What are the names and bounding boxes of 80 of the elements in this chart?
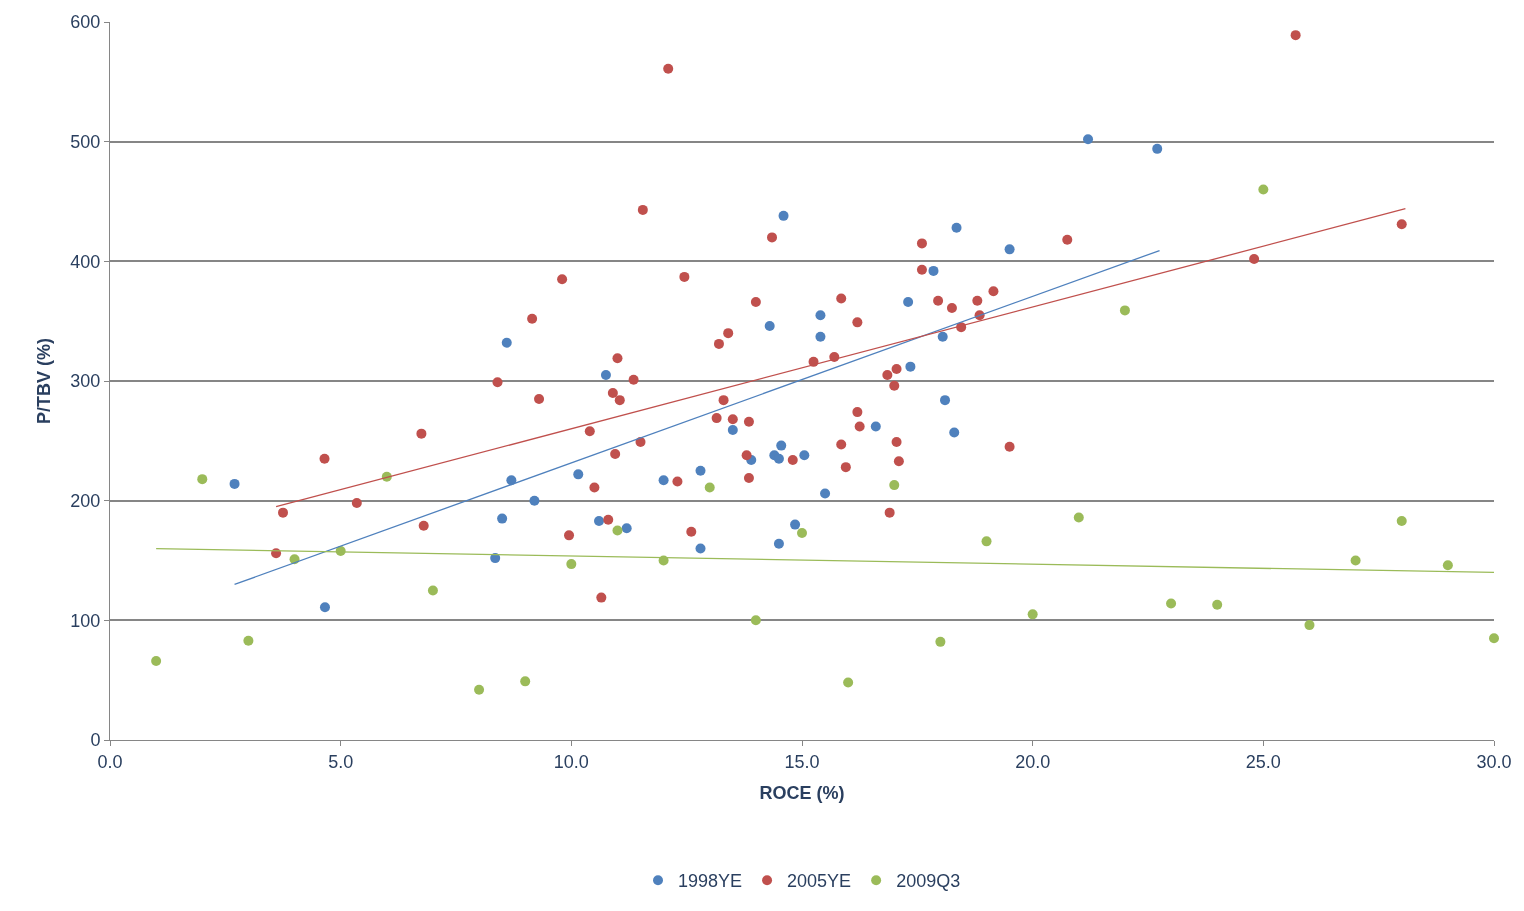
point [594, 516, 605, 527]
point [1396, 516, 1407, 527]
x-axis-title: ROCE (%) [759, 782, 845, 803]
point [501, 337, 512, 348]
point [940, 395, 951, 406]
point [727, 425, 738, 436]
point [799, 450, 810, 461]
point [1083, 134, 1094, 145]
point [903, 297, 914, 308]
point [773, 453, 784, 464]
point [949, 427, 960, 438]
point [905, 361, 916, 372]
point [1073, 512, 1084, 523]
point [1027, 609, 1038, 620]
x-tick-label: 5.0 [328, 751, 354, 772]
y-tick-label: 300 [70, 371, 101, 392]
point [621, 523, 632, 534]
y-tick-label: 600 [70, 12, 101, 33]
point [1152, 143, 1163, 154]
point [1304, 620, 1315, 631]
point [197, 474, 208, 485]
point [843, 677, 854, 688]
point [951, 222, 962, 233]
x-tick-label: 30.0 [1476, 751, 1512, 772]
point [490, 553, 501, 564]
point [1442, 560, 1453, 571]
point [764, 320, 775, 331]
point [529, 495, 540, 506]
point [566, 559, 577, 570]
point [704, 482, 715, 493]
point [870, 421, 881, 432]
point [520, 676, 531, 687]
point [776, 440, 787, 451]
point [243, 635, 254, 646]
point [1004, 244, 1015, 255]
point [319, 602, 330, 613]
point [778, 210, 789, 221]
legend-label: 2005YE [787, 871, 852, 892]
x-tick-label: 0.0 [97, 751, 123, 772]
y-tick-label: 100 [70, 610, 101, 631]
point [1489, 633, 1499, 644]
legend-label: 1998YE [678, 871, 743, 892]
legend-label: 2009Q3 [896, 871, 961, 892]
y-tick-label: 400 [70, 251, 101, 272]
point [937, 331, 948, 342]
point [750, 615, 761, 626]
point [1258, 184, 1269, 195]
point [928, 265, 939, 276]
point [1119, 305, 1130, 316]
point [497, 513, 508, 524]
point [773, 538, 784, 549]
point [815, 310, 826, 321]
point [790, 519, 801, 530]
point [815, 331, 826, 342]
x-tick-label: 25.0 [1245, 751, 1281, 772]
point [1212, 599, 1223, 610]
point [797, 527, 807, 538]
y-axis-title: P/TBV (%) [33, 337, 54, 425]
point [981, 536, 992, 547]
x-tick-label: 10.0 [553, 751, 589, 772]
point [573, 469, 584, 480]
point [229, 478, 240, 489]
point [1350, 555, 1361, 566]
y-tick-label: 0 [90, 730, 101, 751]
point [612, 525, 623, 536]
point [427, 585, 438, 596]
point [695, 465, 706, 476]
point [935, 636, 946, 647]
point [658, 475, 669, 486]
point [151, 656, 162, 667]
point [820, 488, 831, 499]
point [889, 480, 900, 491]
point [474, 684, 485, 695]
point [695, 543, 706, 554]
x-tick-label: 15.0 [784, 751, 820, 772]
x-tick-label: 20.0 [1015, 751, 1051, 772]
point [1166, 598, 1177, 609]
point [600, 370, 611, 381]
y-tick-label: 500 [70, 131, 101, 152]
y-tick-label: 200 [70, 490, 101, 511]
